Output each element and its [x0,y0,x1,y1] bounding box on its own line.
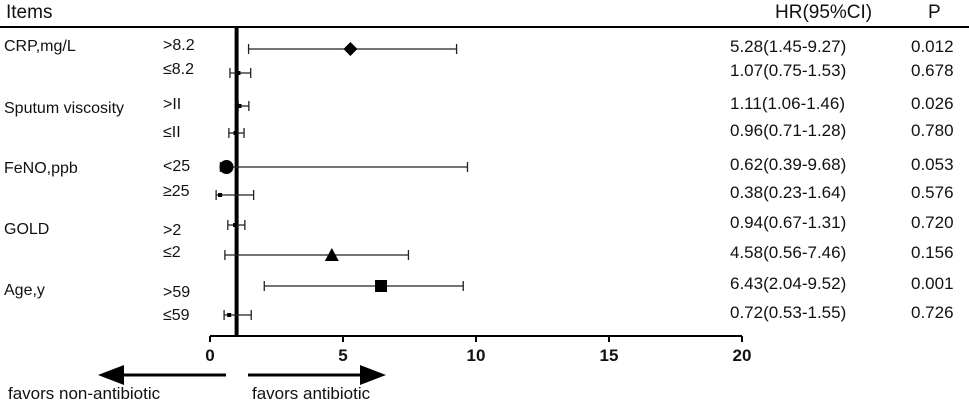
hr-ci-value: 5.28(1.45-9.27) [730,37,847,56]
hr-marker-triangle [324,248,339,261]
subgroup-label: ≤8.2 [163,61,195,78]
hr-ci-value: 0.94(0.67-1.31) [730,213,847,232]
p-value: 0.720 [911,213,954,232]
x-tick-label: 5 [338,346,347,365]
p-value: 0.053 [911,155,954,174]
p-value: 0.780 [911,121,954,140]
hr-ci-value: 0.38(0.23-1.64) [730,183,847,202]
hr-marker-point [233,223,238,227]
p-value: 0.678 [911,61,954,80]
hr-marker-point [227,313,232,317]
arrow-right-head [360,365,386,385]
subgroup-label: >2 [163,222,182,239]
hr-ci-value: 0.96(0.71-1.28) [730,121,847,140]
header-items: Items [6,2,53,23]
hr-marker-diamond [343,42,358,56]
group-label-age: Age,y [4,282,45,299]
header-hr: HR(95%CI) [775,2,873,23]
header-p: P [928,2,941,23]
hr-ci-value: 1.11(1.06-1.46) [730,94,845,113]
arrow-left-head [98,365,124,385]
p-value: 0.012 [911,37,954,56]
hr-ci-value: 1.07(0.75-1.53) [730,61,847,80]
hr-marker-point [237,104,242,108]
subgroup-label: >II [163,96,182,113]
x-tick-label: 10 [467,346,486,365]
hr-marker-point [233,131,238,135]
hr-ci-value: 6.43(2.04-9.52) [730,274,847,293]
hr-marker-square [375,280,388,292]
group-label-gold: GOLD [4,221,50,238]
hr-ci-value: 0.62(0.39-9.68) [730,155,847,174]
x-tick-label: 20 [733,346,752,365]
p-value: 0.576 [911,183,954,202]
subgroup-label: ≤2 [163,244,181,261]
p-value: 0.726 [911,303,954,322]
p-value: 0.026 [911,94,954,113]
hr-ci-value: 4.58(0.56-7.46) [730,243,847,262]
group-label-feno: FeNO,ppb [4,160,78,177]
subgroup-label: ≥25 [163,183,190,200]
hr-marker-circle [219,160,234,174]
favors-antibiotic-label: favors antibiotic [252,384,371,403]
group-label-sputum: Sputum viscosity [4,100,125,117]
subgroup-label: >8.2 [163,37,195,54]
p-value: 0.001 [911,274,954,293]
p-value: 0.156 [911,243,954,262]
subgroup-label: <25 [163,158,191,175]
group-label-crp: CRP,mg/L [4,38,76,55]
favors-non-antibiotic-label: favors non-antibiotic [8,384,161,403]
x-tick-label: 15 [600,346,619,365]
x-tick-label: 0 [205,346,214,365]
hr-ci-value: 0.72(0.53-1.55) [730,303,847,322]
hr-marker-point [218,193,223,197]
subgroup-label: >59 [163,284,191,301]
subgroup-label: ≤59 [163,307,190,324]
hr-marker-point [236,71,241,75]
subgroup-label: ≤II [163,124,181,141]
